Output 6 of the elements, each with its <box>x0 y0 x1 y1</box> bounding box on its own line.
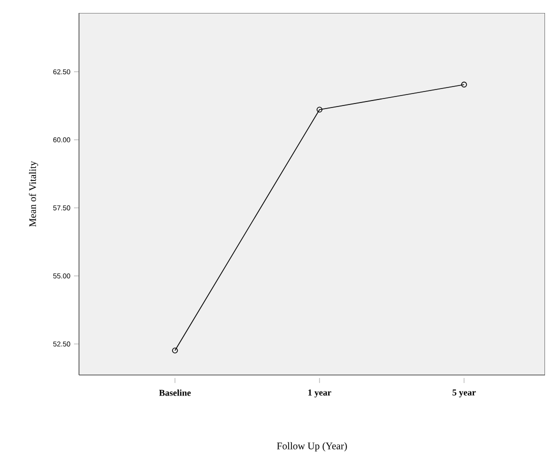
y-axis-title: Mean of Vitality <box>28 160 38 227</box>
x-axis-title: Follow Up (Year) <box>276 442 347 452</box>
point <box>316 106 322 113</box>
x-tick-label: 1 year <box>308 390 332 398</box>
x-tick-label: 5 year <box>452 390 476 398</box>
x-tick-label: Baseline <box>159 390 191 396</box>
